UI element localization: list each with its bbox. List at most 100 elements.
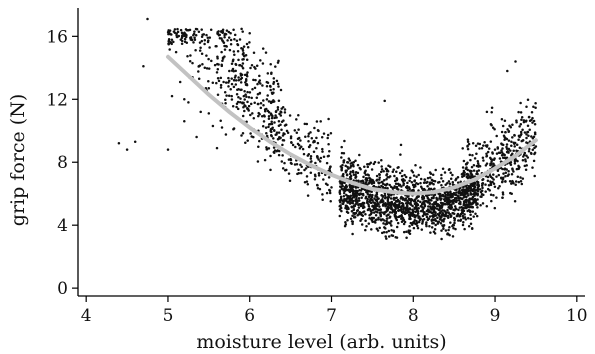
data-point (198, 41, 202, 44)
data-point (487, 184, 491, 187)
data-point (409, 221, 413, 225)
data-point (428, 176, 432, 179)
data-point (513, 145, 516, 148)
data-point (208, 46, 211, 49)
data-point (524, 160, 527, 163)
data-point (493, 148, 497, 151)
data-point (233, 37, 236, 41)
data-point (386, 186, 389, 190)
data-point (299, 171, 303, 175)
data-point (354, 186, 358, 189)
data-point (436, 181, 440, 184)
data-point (272, 80, 276, 84)
data-point (501, 177, 504, 180)
data-point (480, 184, 484, 187)
data-point (515, 167, 519, 171)
data-point (197, 77, 201, 81)
data-point (350, 220, 354, 223)
data-point (378, 226, 381, 230)
data-point (434, 202, 437, 205)
data-point (368, 189, 371, 193)
data-point (383, 183, 387, 187)
x-tick-label: 4 (81, 306, 92, 326)
data-point (309, 131, 312, 134)
data-point (512, 170, 515, 173)
data-point (375, 204, 379, 208)
data-point (272, 137, 275, 140)
data-point (525, 141, 528, 144)
data-point (420, 187, 424, 190)
data-point (409, 217, 412, 221)
data-point (307, 134, 310, 138)
data-point (310, 160, 313, 163)
data-point (380, 218, 383, 222)
data-point (237, 76, 240, 79)
data-point (415, 214, 418, 217)
data-point (246, 45, 250, 49)
data-point (194, 48, 197, 52)
data-point (346, 218, 349, 222)
data-point (495, 152, 499, 155)
data-point (415, 175, 418, 178)
data-point (469, 192, 473, 196)
data-point (390, 224, 393, 227)
data-point (504, 175, 507, 178)
data-point (438, 204, 441, 207)
data-point (512, 149, 515, 153)
data-point (362, 175, 365, 179)
data-point (521, 128, 524, 131)
data-point (327, 117, 330, 121)
data-point (274, 65, 277, 68)
data-point (510, 173, 514, 176)
data-point (261, 124, 265, 128)
data-point (321, 193, 324, 196)
data-point (446, 193, 450, 197)
data-point (207, 112, 211, 115)
data-point (484, 190, 487, 193)
data-point (273, 121, 276, 124)
data-point (359, 179, 363, 183)
data-point (230, 82, 234, 86)
data-point (429, 231, 432, 234)
data-point (500, 149, 503, 152)
data-point (251, 87, 254, 91)
data-point (360, 223, 364, 226)
data-point (411, 204, 414, 208)
data-point (199, 46, 202, 49)
data-point (176, 27, 179, 31)
data-point (348, 190, 352, 194)
data-point (348, 172, 352, 176)
data-point (489, 183, 493, 187)
data-point (502, 134, 506, 138)
data-point (275, 79, 279, 83)
data-point (531, 121, 534, 124)
data-point (525, 136, 528, 140)
data-point (262, 114, 266, 117)
data-point (422, 212, 426, 215)
data-point (223, 36, 226, 39)
data-point (436, 198, 439, 202)
data-point (468, 200, 471, 203)
data-point (378, 178, 381, 181)
data-point (397, 209, 400, 212)
x-tick-label: 6 (244, 306, 255, 326)
data-point (422, 201, 426, 204)
data-point (392, 230, 396, 234)
data-point (199, 110, 202, 114)
data-point (478, 188, 482, 191)
data-point (350, 199, 354, 202)
data-point (315, 136, 318, 140)
data-point (247, 96, 251, 99)
data-point (272, 99, 275, 102)
data-point (270, 120, 273, 123)
data-point (342, 188, 346, 191)
data-point (449, 221, 452, 224)
data-point (489, 123, 493, 126)
data-point (441, 224, 444, 227)
data-point (496, 147, 500, 150)
data-point (194, 27, 198, 31)
data-point (412, 200, 416, 203)
data-point (521, 158, 525, 162)
data-point (345, 193, 348, 197)
data-point (393, 211, 397, 214)
